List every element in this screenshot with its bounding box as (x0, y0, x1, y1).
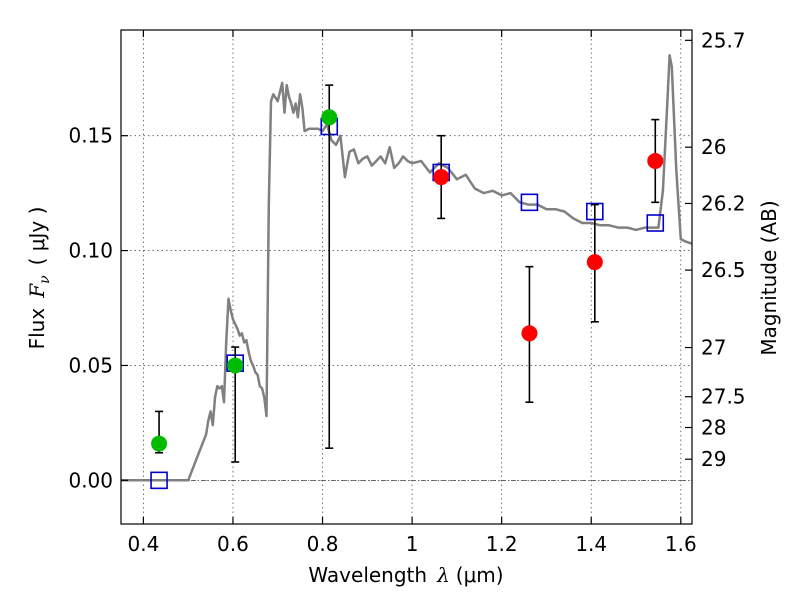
y2-tick-label: 27 (701, 336, 726, 360)
y2-tick-label: 26.5 (701, 258, 746, 282)
y2-tick-label: 26.2 (701, 191, 746, 215)
y-axis-label-symbol: F (25, 283, 49, 299)
y-tick-label: 0.05 (68, 353, 113, 377)
y-tick-label: 0.10 (68, 239, 113, 263)
y-tick-label: 0.00 (68, 468, 113, 492)
plot-frame (120, 29, 693, 525)
red-flux-point (433, 169, 450, 186)
ticks: 0.4 0.6 0.8 1 1.2 1.4 1.6 0.00 0.05 0.10 0.15 25.7 2… (68, 28, 745, 556)
x-axis-label: Wavelength λ (μm) (308, 563, 503, 587)
y2-tick-label: 26 (701, 135, 726, 159)
model-spectrum-layer (121, 54, 693, 482)
green-flux-point (151, 435, 168, 452)
y2-tick-label: 27.5 (701, 385, 746, 409)
model-flux-square (520, 193, 539, 212)
x-tick-label: 1 (406, 532, 419, 556)
x-axis-label-symbol: λ (436, 563, 450, 587)
model-flux-square (150, 471, 168, 490)
y-axis-label: Flux Fν ( μJy ) (25, 207, 53, 350)
x-tick-label: 0.8 (307, 532, 339, 556)
model-flux-square (646, 214, 665, 232)
x-tick-label: 0.4 (127, 532, 159, 556)
y-axis-label-text: Flux (25, 308, 49, 350)
x-tick-label: 1.4 (575, 532, 607, 556)
y2-tick-label: 29 (701, 447, 726, 471)
grid (121, 30, 692, 524)
y-axis-label-unit: ( μJy ) (25, 207, 49, 266)
green-flux-point (227, 357, 244, 374)
x-axis-label-text: Wavelength (308, 563, 427, 587)
x-tick-label: 1.6 (665, 532, 697, 556)
y2-tick-label: 28 (701, 415, 726, 439)
x-tick-label: 1.2 (486, 532, 518, 556)
green-flux-point (321, 109, 338, 126)
x-axis-label-unit: (μm) (456, 563, 504, 587)
photometry-layer (150, 84, 665, 490)
red-flux-point (586, 254, 603, 271)
red-flux-point (647, 152, 664, 169)
model-spectrum-line (121, 54, 693, 482)
red-flux-point (521, 325, 538, 342)
y2-axis-label: Magnitude (AB) (757, 200, 781, 355)
x-tick-label: 0.6 (217, 532, 249, 556)
y-tick-label: 0.15 (68, 124, 113, 148)
y2-tick-label: 25.7 (701, 28, 746, 52)
y-axis-label-subscript: ν (37, 275, 53, 284)
